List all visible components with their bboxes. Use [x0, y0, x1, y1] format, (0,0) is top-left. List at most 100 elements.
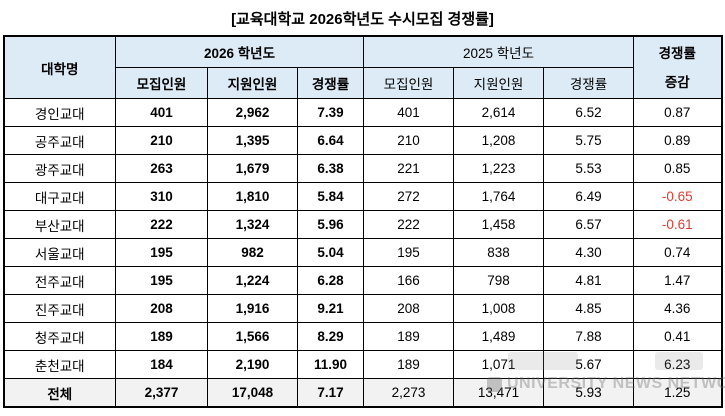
university-name-cell: 부산교대 — [3, 210, 116, 239]
header-ratio-change-line1: 경쟁률 — [658, 45, 696, 61]
header-recruit-2025: 모집인원 — [363, 67, 454, 99]
table-row: 공주교대 210 1,395 6.64 210 1,208 5.75 0.89 — [3, 126, 722, 155]
value-cell: 1,679 — [207, 154, 298, 183]
header-ratio-change-line2: 증감 — [664, 74, 690, 90]
value-cell: 1,916 — [207, 294, 298, 323]
university-name-cell: 청주교대 — [3, 322, 116, 351]
value-cell: 222 — [363, 210, 454, 239]
value-cell: 6.28 — [297, 266, 364, 295]
admissions-table: 대학명 2026 학년도 2025 학년도 경쟁률 증감 모집인원 지원인원 경… — [2, 35, 723, 408]
table-row: 춘천교대 184 2,190 11.90 189 1,071 5.67 6.23 — [3, 350, 722, 379]
value-cell: 17,048 — [207, 378, 298, 408]
page-title: [교육대학교 2026학년도 수시모집 경쟁률] — [231, 11, 494, 28]
table-row: 광주교대 263 1,679 6.38 221 1,223 5.53 0.85 — [3, 154, 722, 183]
value-cell: 263 — [115, 154, 208, 183]
value-cell: 208 — [363, 294, 454, 323]
value-cell: 189 — [115, 322, 208, 351]
value-cell: 401 — [363, 98, 454, 127]
value-cell: 1,324 — [207, 210, 298, 239]
table-row: 청주교대 189 1,566 8.29 189 1,489 7.88 0.41 — [3, 322, 722, 351]
table-body: 경인교대 401 2,962 7.39 401 2,614 6.52 0.87 공주교대 210 1… — [3, 98, 722, 408]
value-cell: 195 — [115, 266, 208, 295]
table-row: 전주교대 195 1,224 6.28 166 798 4.81 1.47 — [3, 266, 722, 295]
value-cell: 982 — [207, 238, 298, 267]
header-ratio-2025: 경쟁률 — [543, 67, 634, 99]
value-cell: 5.84 — [297, 182, 364, 211]
value-cell: 4.30 — [543, 238, 634, 267]
university-name-cell: 전체 — [3, 378, 116, 408]
value-cell: 7.17 — [297, 378, 364, 408]
value-cell: 222 — [115, 210, 208, 239]
value-cell: 2,962 — [207, 98, 298, 127]
value-cell: 195 — [115, 238, 208, 267]
value-cell: -0.61 — [633, 210, 722, 239]
value-cell: 195 — [363, 238, 454, 267]
header-year-2026: 2026 학년도 — [115, 35, 364, 68]
value-cell: 9.21 — [297, 294, 364, 323]
value-cell: 1,071 — [453, 350, 544, 379]
value-cell: 0.87 — [633, 98, 722, 127]
university-name-cell: 진주교대 — [3, 294, 116, 323]
value-cell: 6.64 — [297, 126, 364, 155]
value-cell: 0.89 — [633, 126, 722, 155]
value-cell: 2,377 — [115, 378, 208, 408]
value-cell: 1,224 — [207, 266, 298, 295]
university-name-cell: 대구교대 — [3, 182, 116, 211]
value-cell: 1.25 — [633, 378, 722, 408]
header-ratio-2026: 경쟁률 — [297, 67, 364, 99]
value-cell: 13,471 — [453, 378, 544, 408]
university-name-cell: 춘천교대 — [3, 350, 116, 379]
value-cell: 2,190 — [207, 350, 298, 379]
header-recruit-2026: 모집인원 — [115, 67, 208, 99]
value-cell: 1,208 — [453, 126, 544, 155]
value-cell: 189 — [363, 322, 454, 351]
value-cell: 184 — [115, 350, 208, 379]
value-cell: 5.96 — [297, 210, 364, 239]
total-row: 전체 2,377 17,048 7.17 2,273 13,471 5.93 1.25 — [3, 378, 722, 408]
header-applicants-2025: 지원인원 — [453, 67, 544, 99]
value-cell: 210 — [115, 126, 208, 155]
value-cell: 7.39 — [297, 98, 364, 127]
value-cell: 401 — [115, 98, 208, 127]
table-header: 대학명 2026 학년도 2025 학년도 경쟁률 증감 모집인원 지원인원 경… — [3, 35, 722, 99]
value-cell: 2,273 — [363, 378, 454, 408]
value-cell: 1,489 — [453, 322, 544, 351]
value-cell: 6.23 — [633, 350, 722, 379]
university-name-cell: 공주교대 — [3, 126, 116, 155]
header-ratio-change: 경쟁률 증감 — [633, 35, 722, 99]
university-name-cell: 경인교대 — [3, 98, 116, 127]
table-row: 부산교대 222 1,324 5.96 222 1,458 6.57 -0.61 — [3, 210, 722, 239]
value-cell: 272 — [363, 182, 454, 211]
value-cell: 4.81 — [543, 266, 634, 295]
value-cell: 208 — [115, 294, 208, 323]
value-cell: 6.52 — [543, 98, 634, 127]
value-cell: 0.85 — [633, 154, 722, 183]
header-university-name: 대학명 — [3, 35, 116, 99]
value-cell: 7.88 — [543, 322, 634, 351]
value-cell: 5.93 — [543, 378, 634, 408]
value-cell: 210 — [363, 126, 454, 155]
university-name-cell: 전주교대 — [3, 266, 116, 295]
value-cell: 1,395 — [207, 126, 298, 155]
value-cell: 4.36 — [633, 294, 722, 323]
value-cell: 5.04 — [297, 238, 364, 267]
value-cell: 11.90 — [297, 350, 364, 379]
university-name-cell: 광주교대 — [3, 154, 116, 183]
value-cell: 1,764 — [453, 182, 544, 211]
value-cell: 1,566 — [207, 322, 298, 351]
table-row: 서울교대 195 982 5.04 195 838 4.30 0.74 — [3, 238, 722, 267]
value-cell: 6.57 — [543, 210, 634, 239]
value-cell: -0.65 — [633, 182, 722, 211]
value-cell: 8.29 — [297, 322, 364, 351]
value-cell: 5.75 — [543, 126, 634, 155]
value-cell: 166 — [363, 266, 454, 295]
table-row: 대구교대 310 1,810 5.84 272 1,764 6.49 -0.65 — [3, 182, 722, 211]
university-name-cell: 서울교대 — [3, 238, 116, 267]
value-cell: 221 — [363, 154, 454, 183]
table-row: 진주교대 208 1,916 9.21 208 1,008 4.85 4.36 — [3, 294, 722, 323]
value-cell: 838 — [453, 238, 544, 267]
header-applicants-2026: 지원인원 — [207, 67, 298, 99]
table-row: 경인교대 401 2,962 7.39 401 2,614 6.52 0.87 — [3, 98, 722, 127]
value-cell: 0.41 — [633, 322, 722, 351]
header-year-2025: 2025 학년도 — [363, 35, 634, 68]
